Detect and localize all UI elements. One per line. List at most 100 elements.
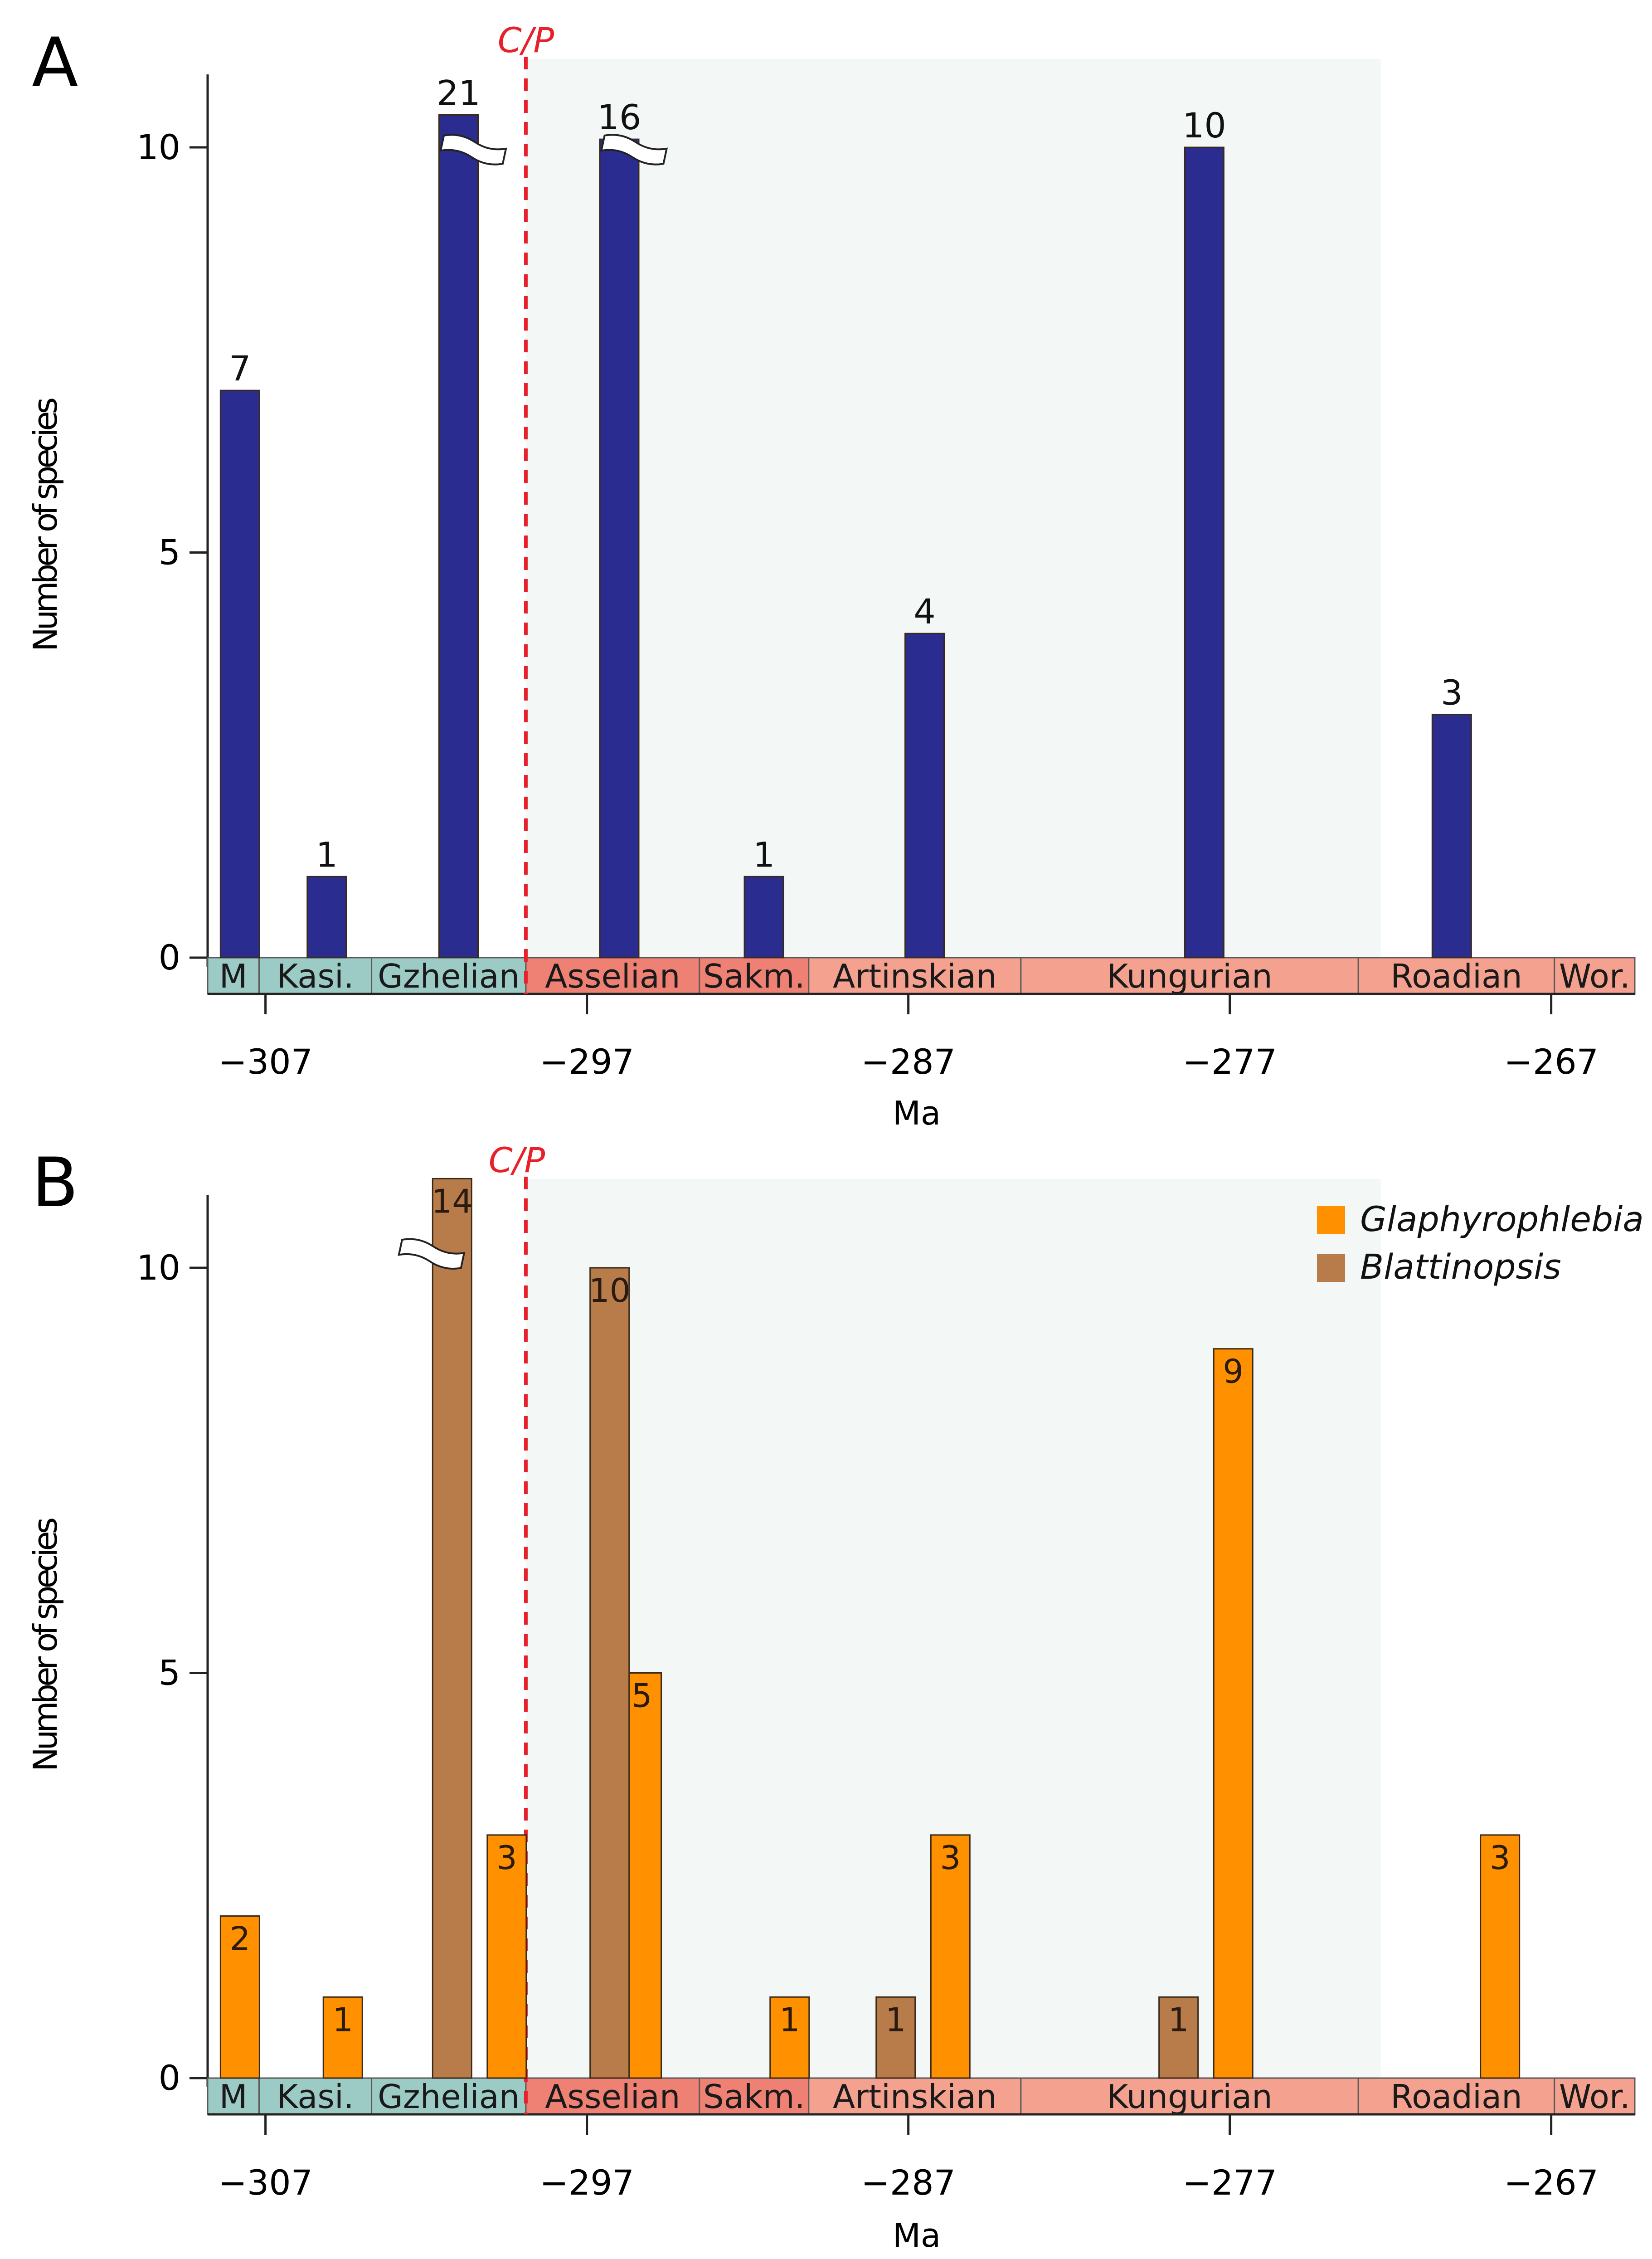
data-label: 1 xyxy=(885,2001,906,2039)
y-axis-label-b: Number of species xyxy=(26,1519,64,1772)
stage-label: Sakm. xyxy=(703,2078,805,2116)
bar-blattinopsis xyxy=(875,1996,916,2079)
bar-species xyxy=(1184,146,1224,959)
data-label: 3 xyxy=(496,1839,517,1877)
data-label: 5 xyxy=(632,1677,652,1715)
cp-label-b: C/P xyxy=(489,1140,545,1180)
stage-artinskian xyxy=(808,957,1022,995)
stage-kungurian xyxy=(1020,2077,1359,2115)
legend-entry: Glaphyrophlebia xyxy=(1360,1199,1644,1239)
y-tick-label: 10 xyxy=(136,127,180,167)
bar-glaphyrophlebia xyxy=(769,1996,810,2079)
stage-label: Artinskian xyxy=(833,2078,997,2116)
axis-break-mark xyxy=(398,1238,466,1270)
stage-label: Kasi. xyxy=(277,2078,354,2116)
x-tick-label: −267 xyxy=(1504,1042,1599,1082)
stage-kasi xyxy=(258,2077,373,2115)
stage-wor xyxy=(1554,2077,1636,2115)
data-label: 14 xyxy=(431,1182,473,1220)
x-axis-label-b: Ma xyxy=(893,2216,941,2254)
cp-label-a: C/P xyxy=(498,20,554,60)
x-tick-label: −297 xyxy=(539,2162,634,2203)
legend-swatch xyxy=(1317,1206,1345,1234)
x-tick-label: −307 xyxy=(218,2162,313,2203)
data-label: 3 xyxy=(940,1839,961,1877)
permian-shading xyxy=(525,59,1381,958)
bar-glaphyrophlebia xyxy=(1213,1348,1254,2079)
stage-label: Gzhelian xyxy=(378,2078,520,2116)
legend-entry: Blattinopsis xyxy=(1360,1246,1561,1287)
stage-label: Wor. xyxy=(1559,957,1630,995)
data-label: 1 xyxy=(1168,2001,1189,2039)
data-label: 4 xyxy=(913,591,935,632)
data-label: 10 xyxy=(589,1271,631,1310)
data-label: 21 xyxy=(437,73,481,113)
panel-label-b: B xyxy=(32,1144,78,1222)
x-tick-label: −297 xyxy=(539,1042,634,1082)
data-label: 10 xyxy=(1182,105,1226,146)
stage-m xyxy=(207,957,260,995)
chart-a: 0 5 10 M Kasi. Gzhelian Asselian Sakm. Artinskia… xyxy=(136,57,1636,1082)
stage-label: Kungurian xyxy=(1107,957,1273,995)
panel-label-a: A xyxy=(32,24,78,102)
bar-species xyxy=(306,876,347,959)
data-label: 2 xyxy=(229,1920,250,1958)
bar-glaphyrophlebia xyxy=(1480,1834,1521,2079)
stage-label: M xyxy=(219,957,248,995)
stage-label: Roadian xyxy=(1390,957,1522,995)
data-label: 1 xyxy=(753,834,775,875)
bar-blattinopsis xyxy=(1158,1996,1199,2079)
stage-label: M xyxy=(219,2078,248,2116)
stage-sakm xyxy=(699,2077,810,2115)
stage-label: Asselian xyxy=(545,957,680,995)
data-label: 3 xyxy=(1441,672,1463,713)
x-tick-label: −287 xyxy=(861,1042,956,1082)
y-axis-label-a: Number of species xyxy=(26,399,64,652)
stage-label: Gzhelian xyxy=(378,957,520,995)
bar-species xyxy=(219,389,260,959)
stage-label: Roadian xyxy=(1390,2078,1522,2116)
panel-b: 0 5 10 M Kasi. Gzhelian Asselian Sakm. Artinskia… xyxy=(26,1140,1644,2254)
y-tick-label: 0 xyxy=(159,2058,180,2098)
bar-glaphyrophlebia xyxy=(486,1834,527,2079)
axis-break-mark xyxy=(439,134,507,166)
stage-label: Asselian xyxy=(545,2078,680,2116)
bar-species xyxy=(743,876,784,959)
y-tick-label: 5 xyxy=(159,1653,180,1693)
bar-species xyxy=(904,633,945,959)
x-tick-label: −277 xyxy=(1182,2162,1277,2203)
y-tick-label: 5 xyxy=(159,532,180,573)
stage-label: Wor. xyxy=(1559,2078,1630,2116)
y-tick-label: 0 xyxy=(159,937,180,978)
axis-break-mark xyxy=(600,134,668,166)
data-label: 1 xyxy=(316,834,338,875)
bar-blattinopsis xyxy=(432,1178,472,2079)
bar-species xyxy=(1431,714,1472,959)
stage-label: Sakm. xyxy=(703,957,805,995)
data-label: 9 xyxy=(1223,1353,1244,1391)
x-tick-label: −287 xyxy=(861,2162,956,2203)
stage-label: Kasi. xyxy=(277,957,354,995)
data-label: 1 xyxy=(332,2001,353,2039)
bar-species xyxy=(438,114,479,959)
data-label: 1 xyxy=(779,2001,800,2039)
stage-gzhelian xyxy=(371,2077,527,2115)
stage-artinskian xyxy=(808,2077,1022,2115)
panel-a: 0 5 10 M Kasi. Gzhelian Asselian Sakm. Artinskia… xyxy=(26,20,1636,1132)
x-axis-label-a: Ma xyxy=(893,1094,941,1132)
bar-blattinopsis xyxy=(589,1267,630,2079)
x-tick-label: −267 xyxy=(1504,2162,1599,2203)
x-tick-label: −307 xyxy=(218,1042,313,1082)
chart-b: 0 5 10 M Kasi. Gzhelian Asselian Sakm. Artinskia… xyxy=(136,1177,1644,2203)
data-label: 3 xyxy=(1490,1839,1511,1877)
legend-swatch xyxy=(1317,1254,1345,1282)
x-tick-label: −277 xyxy=(1182,1042,1277,1082)
stage-wor xyxy=(1554,957,1636,995)
stage-label: Kungurian xyxy=(1107,2078,1273,2116)
stage-label: Artinskian xyxy=(833,957,997,995)
bar-species xyxy=(599,138,640,959)
bar-glaphyrophlebia xyxy=(322,1996,363,2079)
stage-roadian xyxy=(1357,2077,1555,2115)
data-label: 7 xyxy=(229,348,251,389)
